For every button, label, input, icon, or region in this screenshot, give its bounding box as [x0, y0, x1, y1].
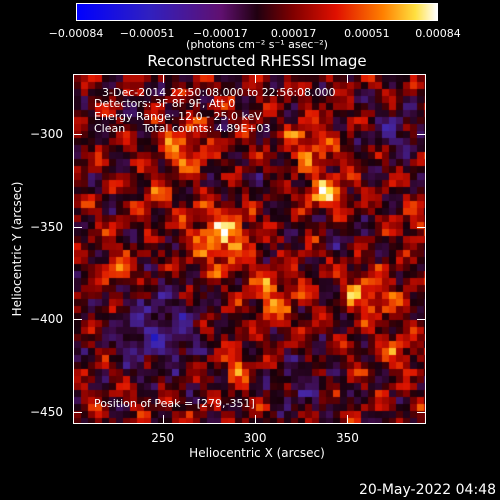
x-tick-label: 300: [243, 431, 267, 445]
x-tick-mark: [162, 75, 164, 83]
y-tick-mark: [74, 226, 82, 228]
y-tick-mark: [417, 319, 425, 321]
colorbar-tick-label: 0.00051: [344, 27, 390, 40]
timestamp: 20-May-2022 04:48: [358, 482, 496, 498]
annotation-counts: Clean Total counts: 4.89E+03: [94, 122, 271, 135]
x-tick-label: 250: [151, 431, 175, 445]
x-tick-mark: [347, 415, 349, 423]
y-tick-label: −450: [30, 404, 63, 419]
colorbar-tick-label: 0.00017: [270, 27, 317, 40]
x-tick-mark: [347, 75, 349, 83]
x-tick-mark: [162, 415, 164, 423]
colorbar: [76, 3, 438, 21]
y-tick-label: −300: [30, 127, 63, 142]
y-tick-label: −400: [30, 312, 63, 327]
y-tick-mark: [417, 411, 425, 413]
y-tick-mark: [74, 411, 82, 413]
x-tick-mark: [255, 75, 257, 83]
colorbar-tick-label: −0.00084: [48, 27, 104, 40]
annotation-time-range: 3-Dec-2014 22:50:08.000 to 22:56:08.000: [102, 86, 336, 99]
y-tick-mark: [74, 319, 82, 321]
colorbar-units: (photons cm⁻² s⁻¹ asec⁻²): [186, 38, 328, 51]
heatmap-image: [74, 75, 425, 423]
y-tick-mark: [417, 226, 425, 228]
y-tick-mark: [74, 134, 82, 136]
y-tick-mark: [417, 134, 425, 136]
colorbar-tick-label: −0.00017: [193, 27, 248, 40]
plot-frame: [73, 74, 426, 424]
chart-title: Reconstructed RHESSI Image: [147, 52, 367, 70]
annotation-detectors: Detectors: 3F 8F 9F, Att 0: [94, 97, 236, 110]
y-tick-label: −350: [30, 219, 63, 234]
annotation-peak-position: Position of Peak = [279,-351]: [94, 397, 255, 410]
y-axis-label: Heliocentric Y (arcsec): [10, 181, 24, 317]
x-tick-label: 350: [335, 431, 359, 445]
colorbar-tick-label: −0.00051: [119, 27, 175, 40]
x-axis-label: Heliocentric X (arcsec): [189, 446, 325, 460]
x-tick-mark: [255, 415, 257, 423]
colorbar-gradient: [77, 4, 437, 20]
annotation-energy-range: Energy Range: 12.0 - 25.0 keV: [94, 110, 262, 123]
colorbar-tick-label: 0.00084: [415, 27, 461, 40]
